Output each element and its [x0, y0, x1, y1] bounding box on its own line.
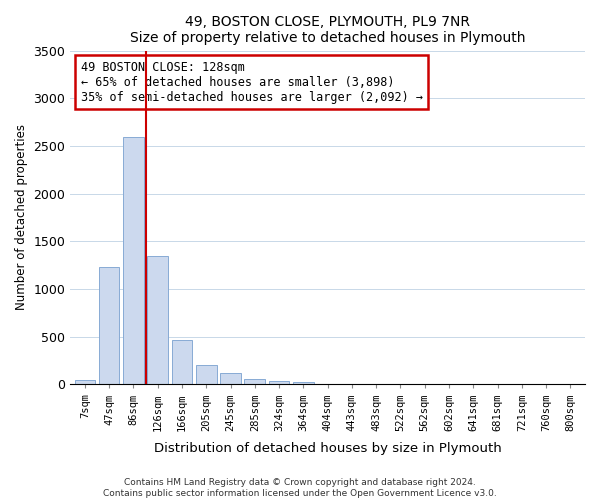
X-axis label: Distribution of detached houses by size in Plymouth: Distribution of detached houses by size … [154, 442, 502, 455]
Bar [99, 267, 119, 384]
Bar [220, 374, 241, 384]
Bar [269, 381, 289, 384]
Y-axis label: Number of detached properties: Number of detached properties [15, 124, 28, 310]
Bar [74, 380, 95, 384]
Bar [244, 379, 265, 384]
Text: 49 BOSTON CLOSE: 128sqm
← 65% of detached houses are smaller (3,898)
35% of semi: 49 BOSTON CLOSE: 128sqm ← 65% of detache… [80, 60, 422, 104]
Bar [172, 340, 192, 384]
Text: Contains HM Land Registry data © Crown copyright and database right 2024.
Contai: Contains HM Land Registry data © Crown c… [103, 478, 497, 498]
Bar [196, 366, 217, 384]
Bar [123, 138, 144, 384]
Bar [293, 382, 314, 384]
Bar [148, 256, 168, 384]
Title: 49, BOSTON CLOSE, PLYMOUTH, PL9 7NR
Size of property relative to detached houses: 49, BOSTON CLOSE, PLYMOUTH, PL9 7NR Size… [130, 15, 526, 45]
